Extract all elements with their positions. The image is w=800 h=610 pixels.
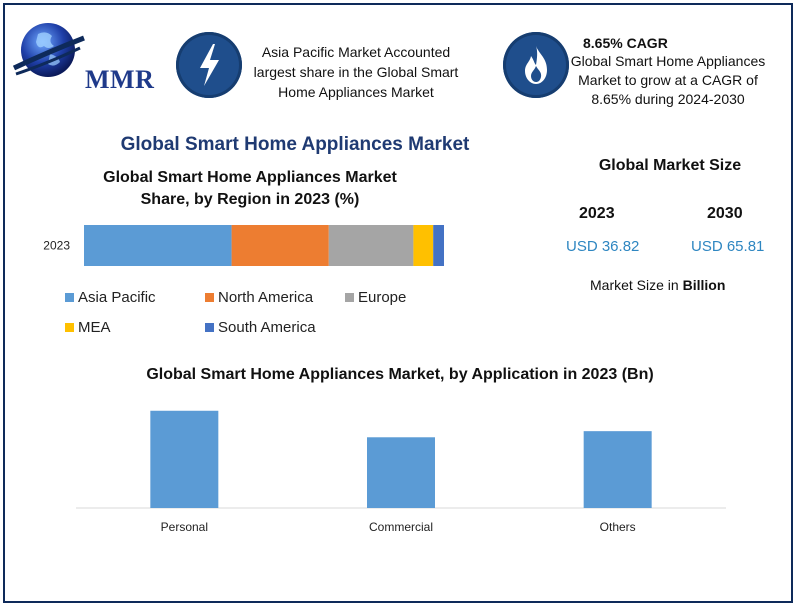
legend-label-mea: MEA: [78, 319, 111, 336]
logo: MMR: [10, 20, 160, 94]
market-size-title: Global Market Size: [598, 157, 742, 174]
region-chart-title: Global Smart Home Appliances Market Shar…: [103, 169, 397, 208]
region-segment-south-america: [433, 225, 444, 266]
region-segment-asia-pacific: [84, 225, 232, 266]
legend-swatch-mea: [65, 323, 74, 332]
main-title: Global Smart Home Appliances Market: [120, 134, 470, 155]
region-segment-europe: [328, 225, 414, 266]
cagr-title: 8.65% CAGR: [583, 35, 668, 51]
legend-label-europe: Europe: [358, 289, 406, 306]
value-2023: USD 36.82: [566, 238, 640, 255]
year-2030: 2030: [707, 205, 743, 222]
lightning-icon: [200, 44, 219, 86]
value-2030: USD 65.81: [691, 238, 765, 255]
info-asia-pacific: Asia Pacific Market Accounted largest sh…: [253, 44, 459, 100]
region-segment-north-america: [231, 225, 329, 266]
cagr-text: Global Smart Home Appliances Market to g…: [570, 53, 766, 107]
legend-label-asia-pacific: Asia Pacific: [78, 289, 156, 306]
infographic-frame: [3, 3, 793, 603]
application-bar-commercial: [367, 437, 435, 508]
legend-label-north-america: North America: [218, 289, 314, 306]
legend-swatch-north-america: [205, 293, 214, 302]
application-bar-others: [583, 431, 652, 508]
unit-prefix: Market Size in: [590, 277, 683, 293]
unit-bold: Billion: [682, 277, 726, 293]
application-tick-personal: Personal: [161, 520, 208, 534]
market-size-unit: Market Size in Billion: [590, 277, 725, 293]
application-chart-title: Global Smart Home Appliances Market, by …: [146, 366, 654, 383]
application-bar-personal: [150, 410, 219, 508]
legend-swatch-south-america: [205, 323, 214, 332]
application-tick-commercial: Commercial: [369, 520, 433, 534]
flame-badge: [503, 32, 569, 98]
legend-swatch-europe: [345, 293, 354, 302]
year-2023: 2023: [579, 205, 615, 222]
flame-icon: [525, 46, 547, 84]
legend-label-south-america: South America: [218, 319, 316, 336]
lightning-badge: [176, 32, 242, 98]
legend-swatch-asia-pacific: [65, 293, 74, 302]
application-tick-others: Others: [600, 520, 636, 534]
region-segment-mea: [413, 225, 434, 266]
logo-text: MMR: [85, 65, 155, 94]
region-chart-category-label: 2023: [43, 239, 70, 253]
globe-icon: [12, 23, 85, 77]
